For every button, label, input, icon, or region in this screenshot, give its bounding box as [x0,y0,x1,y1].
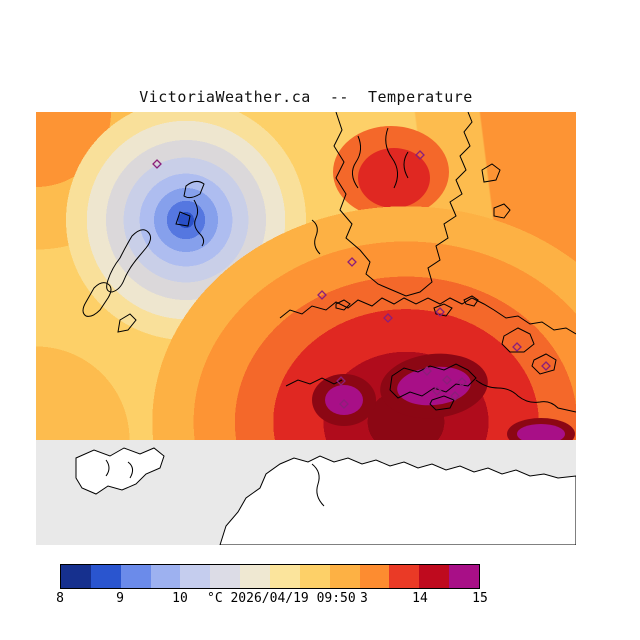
station-marker-icon [422,366,432,376]
coast-islet-2 [175,211,191,227]
station-marker-icon [442,375,452,385]
station-marker-icon [339,399,349,409]
coast-se-shore [475,379,576,413]
color-scale-tick: 10 [172,591,188,606]
station-marker-icon [450,391,460,401]
coast-hot-islet [429,395,455,411]
color-scale-cell [90,565,121,588]
color-scale-cell [359,565,390,588]
color-scale-cell [180,565,211,588]
coast-west-magenta-shore [285,377,343,387]
channel-line [105,459,110,477]
color-scale-cell [389,565,420,588]
coast-islet-e [493,203,511,219]
coast-islet-ne [481,163,501,183]
color-scale-cell [120,565,151,588]
coast-island-chain-1 [106,229,152,293]
coast-fjord-2 [385,127,398,189]
color-scale-tick: 9 [116,591,124,606]
map-title: VictoriaWeather.ca -- Temperature [139,88,473,106]
color-scale-cell [270,565,300,588]
color-scale-cell [299,565,330,588]
coast-island-e2 [531,353,557,375]
channel-outlines [105,459,325,507]
timestamp-caption: °C 2026/04/19 09:50 [202,591,361,607]
station-marker-icon [457,377,467,387]
hot-anomaly [36,112,576,440]
coast-mid-shore [279,297,576,335]
color-scale-tick: 15 [472,591,488,606]
color-scale [60,564,480,589]
station-marker-icon [541,361,551,371]
channel-line [127,461,134,479]
coast-fjord-3 [403,151,409,179]
temperature-field [36,112,576,440]
coast-island-chain-2 [82,282,112,317]
coast-north-landmass [333,112,473,297]
coast-mid-islet-1 [335,299,351,311]
land-mainland-south [219,455,576,545]
hot-core-east [397,366,471,406]
color-scale-cell [329,565,360,588]
station-marker-icon [347,257,357,267]
color-scale-cell [240,565,271,588]
color-scale-cell [150,565,181,588]
station-marker-icon [152,159,162,169]
land-island-west [75,447,165,495]
station-marker-icon [512,342,522,352]
hot-core-edge [517,424,565,440]
lowland-landmasses [75,447,576,545]
coast-mid-islet-3 [463,295,479,307]
station-markers [152,150,551,409]
station-marker-icon [336,376,346,386]
color-scale-cell [210,565,241,588]
coast-strait-squiggle [311,219,321,255]
coastlines [82,112,576,413]
station-marker-icon [383,313,393,323]
coast-mid-islet-2 [433,303,453,317]
color-scale-cell [61,565,91,588]
station-marker-icon [415,150,425,160]
channel-line [311,463,325,507]
station-marker-icon [432,386,442,396]
color-scale-tick: 14 [412,591,428,606]
color-scale-cell [449,565,480,588]
color-scale-tick: 8 [56,591,64,606]
station-marker-icon [435,307,445,317]
coast-island-e1 [501,327,535,353]
coast-harbor [183,180,205,199]
coast-islet [117,313,137,333]
temperature-map [36,112,576,545]
coast-fjord-1 [352,135,362,189]
coast-inlet [193,199,205,247]
color-scale-cell [419,565,450,588]
station-marker-icon [317,290,327,300]
